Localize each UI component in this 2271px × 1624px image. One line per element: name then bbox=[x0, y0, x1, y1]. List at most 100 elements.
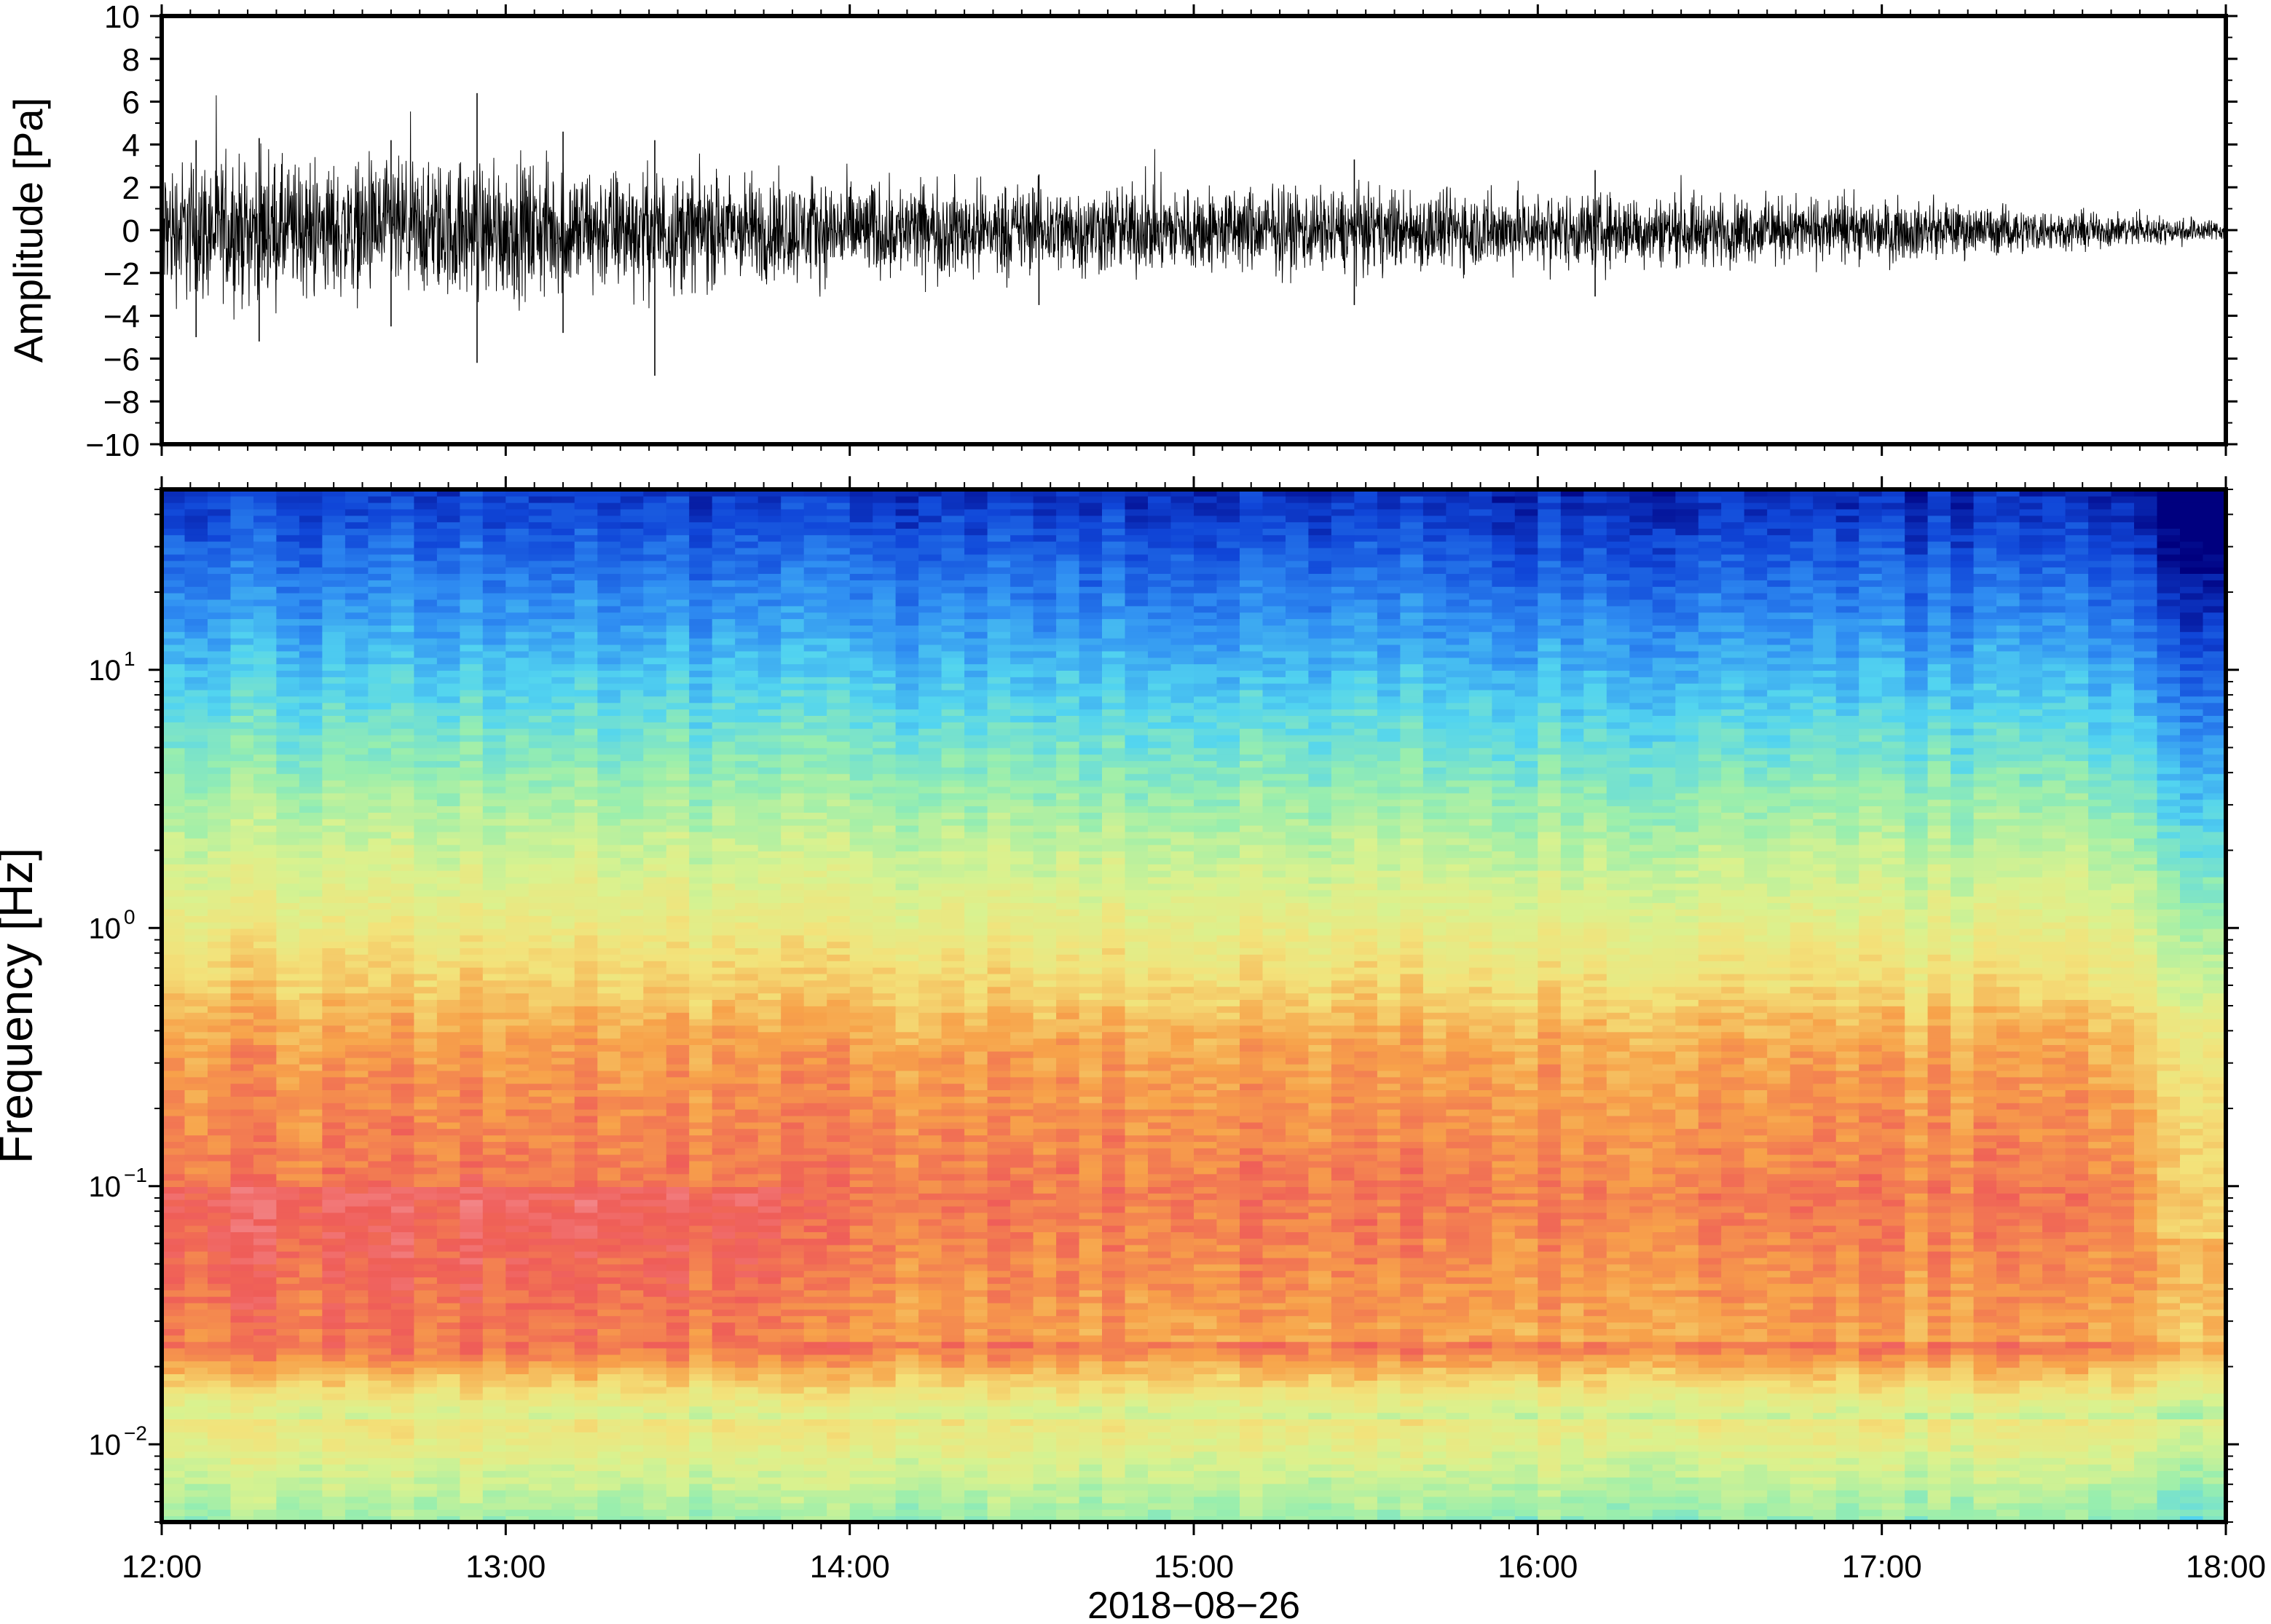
spectrogram-cell bbox=[528, 851, 553, 858]
spectrogram-cell bbox=[505, 1380, 530, 1387]
spectrogram-cell bbox=[208, 786, 232, 794]
spectrogram-cell bbox=[414, 612, 438, 620]
spectrogram-cell bbox=[460, 1386, 484, 1394]
spectrogram-cell bbox=[414, 1108, 438, 1116]
spectrogram-cell bbox=[436, 1018, 461, 1026]
spectrogram-cell bbox=[551, 1315, 575, 1323]
spectrogram-cell bbox=[712, 1063, 736, 1071]
spectrogram-cell bbox=[551, 1360, 575, 1368]
spectrogram-cell bbox=[689, 1470, 713, 1478]
spectrogram-cell bbox=[345, 824, 369, 832]
spectrogram-cell bbox=[460, 1154, 484, 1162]
spectrogram-cell bbox=[505, 831, 530, 839]
spectrogram-cell bbox=[803, 722, 827, 729]
spectrogram-cell bbox=[436, 1199, 461, 1207]
spectrogram-cell bbox=[827, 1089, 851, 1097]
spectrogram-cell bbox=[597, 747, 621, 755]
spectrogram-cell bbox=[643, 844, 667, 852]
spectrogram-cell bbox=[757, 1509, 782, 1516]
spectrogram-cell bbox=[368, 1128, 392, 1136]
spectrogram-cell bbox=[368, 864, 392, 871]
spectrogram-cell bbox=[781, 857, 805, 864]
spectrogram-cell bbox=[620, 1444, 645, 1452]
spectrogram-cell bbox=[643, 631, 667, 639]
spectrogram-cell bbox=[827, 1367, 851, 1374]
spectrogram-cell bbox=[689, 1199, 713, 1207]
spectrogram-cell bbox=[643, 644, 667, 652]
spectrogram-cell bbox=[735, 773, 759, 781]
spectrogram-cell bbox=[803, 941, 827, 949]
spectrogram-cell bbox=[781, 896, 805, 903]
spectrogram-cell bbox=[436, 928, 461, 936]
spectrogram-cell bbox=[620, 1135, 645, 1142]
spectrogram-cell bbox=[803, 1354, 827, 1362]
spectrogram-cell bbox=[230, 1419, 254, 1426]
spectrogram-cell bbox=[414, 1270, 438, 1278]
spectrogram-cell bbox=[781, 553, 805, 561]
spectrogram-cell bbox=[368, 1160, 392, 1168]
spectrogram-cell bbox=[460, 1031, 484, 1039]
spectrogram-cell bbox=[597, 631, 621, 639]
spectrogram-cell bbox=[299, 792, 323, 800]
spectrogram-cell bbox=[620, 1438, 645, 1446]
spectrogram-cell bbox=[253, 657, 278, 665]
spectrogram-cell bbox=[505, 760, 530, 768]
spectrogram-cell bbox=[390, 1277, 415, 1284]
spectrogram-cell bbox=[827, 819, 851, 826]
spectrogram-cell bbox=[689, 1412, 713, 1419]
spectrogram-cell bbox=[689, 1347, 713, 1355]
spectrogram-cell bbox=[689, 1425, 713, 1432]
spectrogram-cell bbox=[208, 1322, 232, 1329]
spectrogram-cell bbox=[208, 689, 232, 697]
spectrogram-cell bbox=[276, 605, 300, 613]
spectrogram-cell bbox=[299, 1412, 323, 1419]
spectrogram-cell bbox=[574, 535, 599, 542]
spectrogram-cell bbox=[620, 1057, 645, 1065]
spectrogram-cell bbox=[368, 902, 392, 910]
spectrogram-cell bbox=[345, 896, 369, 903]
y-tick-label: −10 bbox=[85, 427, 140, 463]
spectrogram-cell bbox=[184, 954, 208, 961]
spectrogram-cell bbox=[482, 1412, 507, 1419]
spectrogram-cell bbox=[345, 644, 369, 652]
spectrogram-cell bbox=[253, 625, 278, 632]
spectrogram-cell bbox=[368, 1360, 392, 1368]
spectrogram-cell bbox=[620, 921, 645, 929]
waveform-trace bbox=[161, 95, 2227, 320]
spectrogram-cell bbox=[781, 1502, 805, 1510]
spectrogram-cell bbox=[689, 1231, 713, 1239]
spectrogram-cell bbox=[781, 1051, 805, 1058]
spectrogram-cell bbox=[689, 837, 713, 845]
spectrogram-cell bbox=[345, 1135, 369, 1142]
spectrogram-cell bbox=[597, 961, 621, 968]
spectrogram-cell bbox=[574, 1063, 599, 1071]
spectrogram-cell bbox=[162, 1322, 186, 1329]
spectrogram-cell bbox=[735, 961, 759, 968]
spectrogram-cell bbox=[643, 786, 667, 794]
spectrogram-cell bbox=[620, 837, 645, 845]
spectrogram-cell bbox=[528, 1354, 553, 1362]
spectrogram-cell bbox=[528, 889, 553, 897]
spectrogram-cell bbox=[276, 792, 300, 800]
spectrogram-cell bbox=[230, 1470, 254, 1478]
spectrogram-cell bbox=[712, 1464, 736, 1471]
spectrogram-cell bbox=[505, 792, 530, 800]
spectrogram-cell bbox=[643, 928, 667, 936]
spectrogram-cell bbox=[574, 831, 599, 839]
spectrogram-cell bbox=[574, 1360, 599, 1368]
spectrogram-cell bbox=[436, 799, 461, 807]
spectrogram-cell bbox=[436, 1096, 461, 1103]
spectrogram-cell bbox=[735, 1102, 759, 1110]
spectrogram-cell bbox=[368, 883, 392, 891]
spectrogram-cell bbox=[757, 573, 782, 580]
spectrogram-cell bbox=[666, 663, 690, 671]
spectrogram-cell bbox=[643, 1070, 667, 1078]
spectrogram-cell bbox=[597, 1457, 621, 1465]
spectrogram-cell bbox=[597, 831, 621, 839]
spectrogram-cell bbox=[208, 837, 232, 845]
spectrogram-cell bbox=[253, 1406, 278, 1414]
spectrogram-cell bbox=[735, 941, 759, 949]
spectrogram-cell bbox=[345, 1496, 369, 1504]
spectrogram-cell bbox=[390, 1335, 415, 1342]
